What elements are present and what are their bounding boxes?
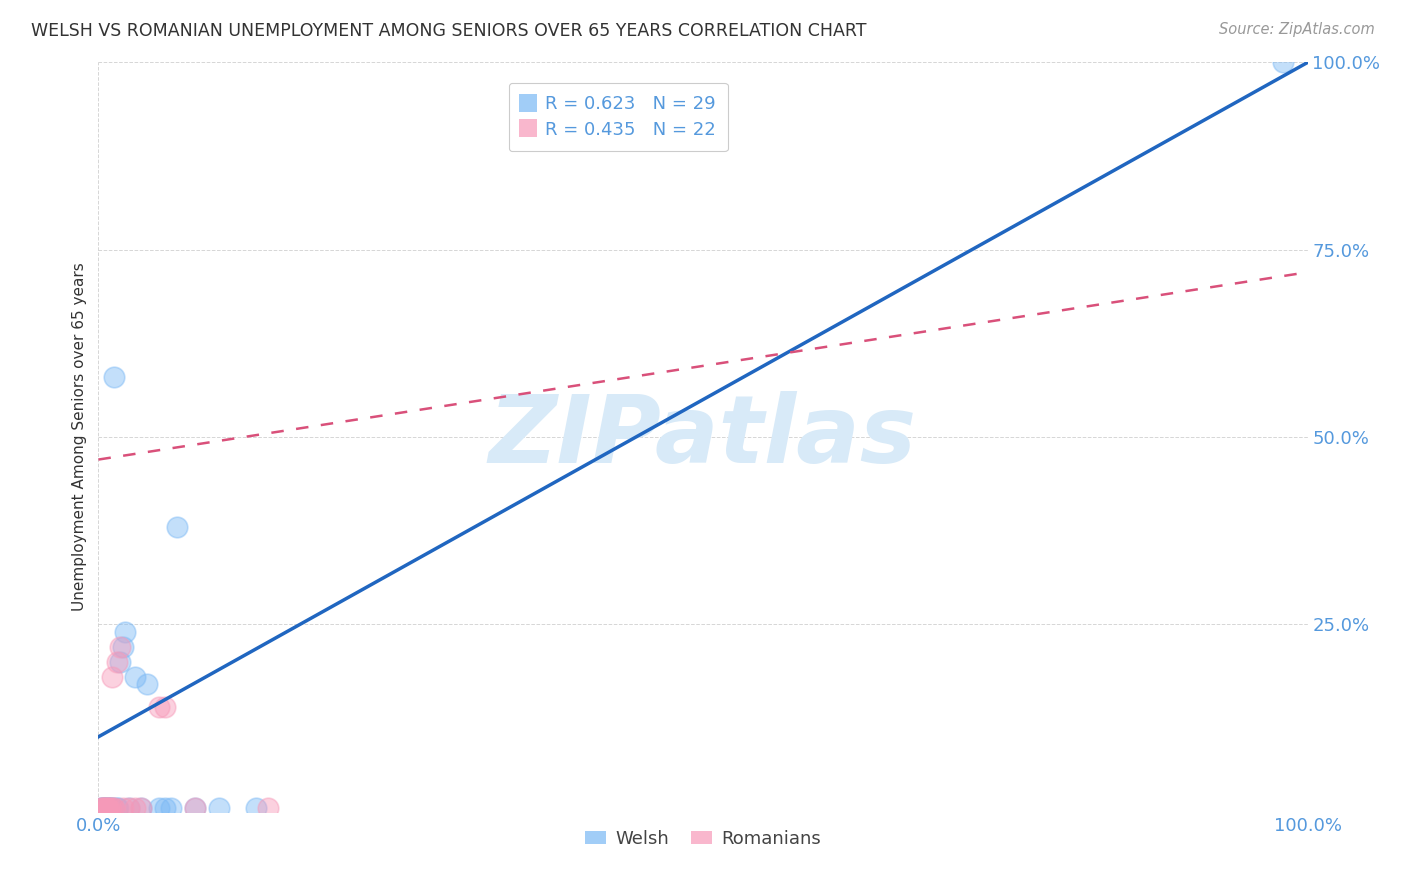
Point [184, 801, 207, 815]
Point [124, 801, 146, 815]
Point [1272, 55, 1295, 70]
Point [153, 699, 176, 714]
Point [108, 640, 131, 654]
Point [111, 801, 134, 815]
Point [101, 801, 124, 815]
Point [100, 670, 122, 684]
Point [100, 801, 122, 815]
Point [107, 801, 129, 815]
Point [90, 801, 112, 815]
Point [245, 801, 267, 815]
Point [93, 801, 115, 815]
Point [129, 801, 152, 815]
Point [129, 801, 152, 815]
Point [105, 801, 128, 815]
Text: WELSH VS ROMANIAN UNEMPLOYMENT AMONG SENIORS OVER 65 YEARS CORRELATION CHART: WELSH VS ROMANIAN UNEMPLOYMENT AMONG SEN… [31, 22, 866, 40]
Point [135, 677, 157, 691]
Point [100, 801, 122, 815]
Point [94, 801, 117, 815]
Point [105, 655, 128, 669]
Point [96, 801, 118, 815]
Point [91, 801, 114, 815]
Point [103, 801, 125, 815]
Point [166, 520, 188, 534]
Point [98, 801, 121, 815]
Point [108, 655, 131, 669]
Point [97, 801, 120, 815]
Y-axis label: Unemployment Among Seniors over 65 years: Unemployment Among Seniors over 65 years [72, 263, 87, 611]
Point [184, 801, 207, 815]
Text: ZIPatlas: ZIPatlas [489, 391, 917, 483]
Point [114, 624, 136, 639]
Point [96, 801, 118, 815]
Point [148, 699, 170, 714]
Point [91, 801, 114, 815]
Point [91, 801, 114, 815]
Point [124, 670, 146, 684]
Point [118, 801, 141, 815]
Point [148, 801, 170, 815]
Point [90, 801, 112, 815]
Legend: Welsh, Romanians: Welsh, Romanians [578, 822, 828, 855]
Text: Source: ZipAtlas.com: Source: ZipAtlas.com [1219, 22, 1375, 37]
Point [100, 801, 122, 815]
Point [153, 801, 176, 815]
Point [97, 801, 120, 815]
Point [256, 801, 278, 815]
Point [93, 801, 115, 815]
Point [91, 801, 114, 815]
Point [101, 801, 124, 815]
Point [111, 640, 134, 654]
Point [98, 801, 121, 815]
Point [118, 801, 141, 815]
Point [103, 370, 125, 384]
Point [160, 801, 183, 815]
Point [208, 801, 231, 815]
Point [94, 801, 117, 815]
